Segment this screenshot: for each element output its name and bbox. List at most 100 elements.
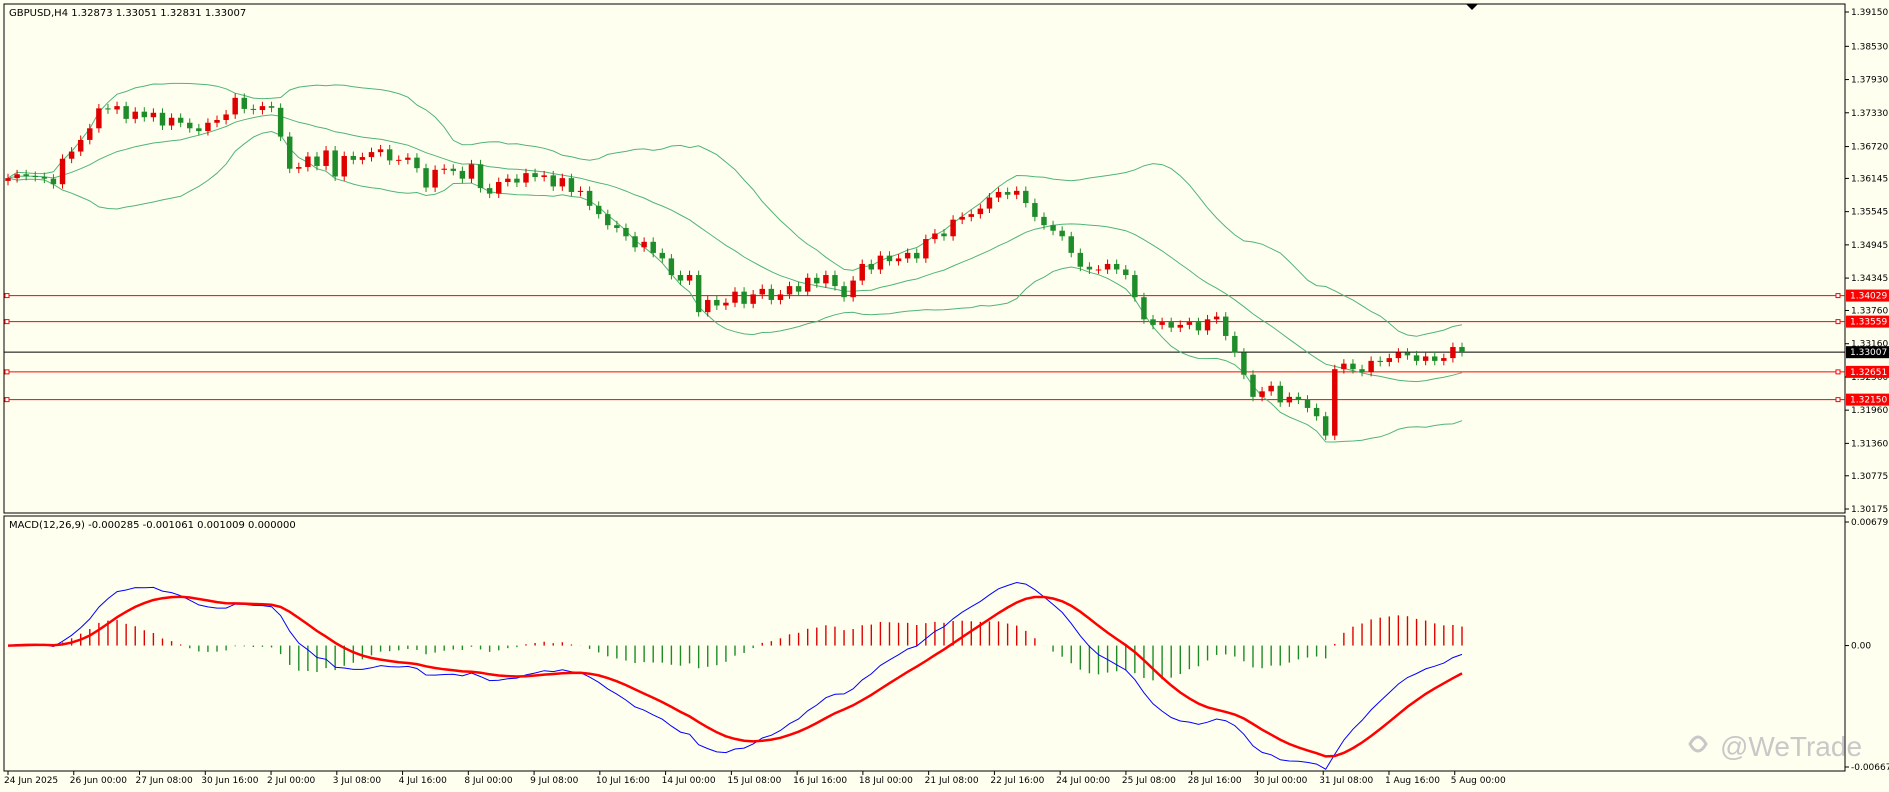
candle-body bbox=[14, 174, 20, 179]
candle-body bbox=[768, 288, 775, 300]
candle-body bbox=[459, 170, 466, 179]
candle-body bbox=[1113, 263, 1120, 270]
candle-body bbox=[441, 168, 447, 170]
candle-body bbox=[1013, 190, 1020, 195]
candle-body bbox=[1341, 363, 1347, 370]
time-tick-label: 26 Jun 00:00 bbox=[70, 776, 127, 786]
candle-body bbox=[286, 136, 293, 169]
macd-panel-frame bbox=[3, 515, 1846, 772]
candle-body bbox=[250, 108, 257, 111]
price-tick-label: 1.36145 bbox=[1851, 174, 1888, 184]
candle-body bbox=[941, 233, 947, 237]
candle-body bbox=[414, 157, 420, 169]
candle-body bbox=[1123, 269, 1129, 276]
candle-body bbox=[1304, 399, 1311, 408]
level-price-label: 1.32150 bbox=[1850, 396, 1887, 406]
candle-body bbox=[1441, 358, 1447, 361]
candle-body bbox=[223, 114, 229, 120]
candle-body bbox=[959, 216, 965, 220]
candle-body bbox=[968, 214, 975, 217]
candle-body bbox=[1268, 385, 1274, 392]
candle-body bbox=[641, 241, 647, 248]
axis-marks: 1.39150 1.38530 1.37930 1.37330 1.36720 1.361… bbox=[4, 8, 1889, 786]
candle-body bbox=[686, 275, 693, 281]
candle-body bbox=[123, 106, 129, 119]
candle-body bbox=[1377, 360, 1383, 362]
candle-body bbox=[532, 173, 538, 178]
current-price-badge bbox=[1846, 346, 1889, 359]
level-handle-right[interactable] bbox=[1835, 293, 1841, 299]
candle-body bbox=[559, 178, 566, 187]
candle-body bbox=[777, 294, 784, 300]
level-handle-left[interactable] bbox=[4, 319, 10, 325]
candle-body bbox=[1232, 335, 1238, 353]
time-tick-label: 25 Jul 08:00 bbox=[1122, 776, 1176, 786]
candle-body bbox=[732, 291, 738, 303]
level-handle-right[interactable] bbox=[1835, 397, 1841, 403]
candle-body bbox=[1332, 369, 1338, 436]
candle-body bbox=[96, 108, 102, 129]
candle-body bbox=[786, 286, 793, 295]
candle-body bbox=[1168, 322, 1174, 328]
candle-body bbox=[68, 151, 75, 159]
price-tick-label: 1.34345 bbox=[1851, 274, 1888, 284]
candle-body bbox=[1095, 269, 1102, 271]
current-price-label: 1.33007 bbox=[1850, 348, 1887, 358]
price-tick-label: 1.37930 bbox=[1851, 76, 1888, 86]
candle-body bbox=[495, 182, 502, 194]
candle-body bbox=[332, 150, 338, 177]
candle-body bbox=[1313, 407, 1320, 417]
candle-body bbox=[277, 107, 284, 137]
macd-tick-label: 0.00 bbox=[1851, 642, 1871, 652]
candle-body bbox=[568, 178, 575, 192]
price-panel-frame bbox=[3, 3, 1846, 514]
time-tick-label: 1 Aug 16:00 bbox=[1385, 776, 1440, 786]
time-tick-label: 2 Jul 00:00 bbox=[267, 776, 316, 786]
candle-body bbox=[1413, 355, 1420, 361]
candle-body bbox=[350, 155, 357, 160]
price-tick-label: 1.31360 bbox=[1851, 439, 1888, 449]
candle-body bbox=[1277, 385, 1283, 403]
level-handle-right[interactable] bbox=[1835, 369, 1841, 375]
candle-body bbox=[614, 225, 620, 228]
scroll-marker-icon[interactable] bbox=[1466, 4, 1478, 10]
candle-body bbox=[432, 169, 438, 188]
level-handle-left[interactable] bbox=[4, 397, 10, 403]
level-handle-left[interactable] bbox=[4, 369, 10, 375]
candle-body bbox=[1368, 360, 1374, 372]
candle-body bbox=[705, 299, 711, 313]
level-price-label: 1.32651 bbox=[1850, 368, 1887, 378]
candle-body bbox=[1077, 252, 1084, 267]
candle-body bbox=[386, 149, 393, 161]
candle-body bbox=[341, 155, 347, 177]
time-tick-label: 14 Jul 00:00 bbox=[662, 776, 716, 786]
candle-body bbox=[1132, 275, 1138, 298]
candle-body bbox=[714, 299, 720, 306]
candle-body bbox=[541, 175, 547, 178]
macd-tick-label: 0.006791 bbox=[1851, 518, 1889, 528]
candle-body bbox=[114, 106, 120, 110]
candle-body bbox=[232, 97, 238, 115]
candle-body bbox=[1068, 236, 1074, 253]
candle-body bbox=[1032, 203, 1038, 217]
price-tick-label: 1.33160 bbox=[1851, 340, 1888, 350]
level-handle-left[interactable] bbox=[4, 293, 10, 299]
candle-body bbox=[841, 286, 847, 298]
level-price-badge bbox=[1846, 393, 1889, 406]
level-handle-right[interactable] bbox=[1835, 319, 1841, 325]
candle-body bbox=[87, 128, 93, 140]
wetrade-logo-icon bbox=[1688, 735, 1708, 753]
candle-body bbox=[904, 252, 911, 259]
time-tick-label: 10 Jul 16:00 bbox=[596, 776, 650, 786]
candle-body bbox=[205, 122, 211, 132]
candle-body bbox=[296, 167, 302, 169]
candle-body bbox=[323, 150, 329, 166]
candle-body bbox=[523, 173, 529, 183]
candle-body bbox=[895, 258, 902, 262]
candle-body bbox=[1422, 356, 1429, 361]
candle-body bbox=[1432, 356, 1438, 361]
candle-body bbox=[795, 286, 802, 292]
level-price-label: 1.33559 bbox=[1850, 318, 1887, 328]
candle-body bbox=[877, 255, 884, 270]
